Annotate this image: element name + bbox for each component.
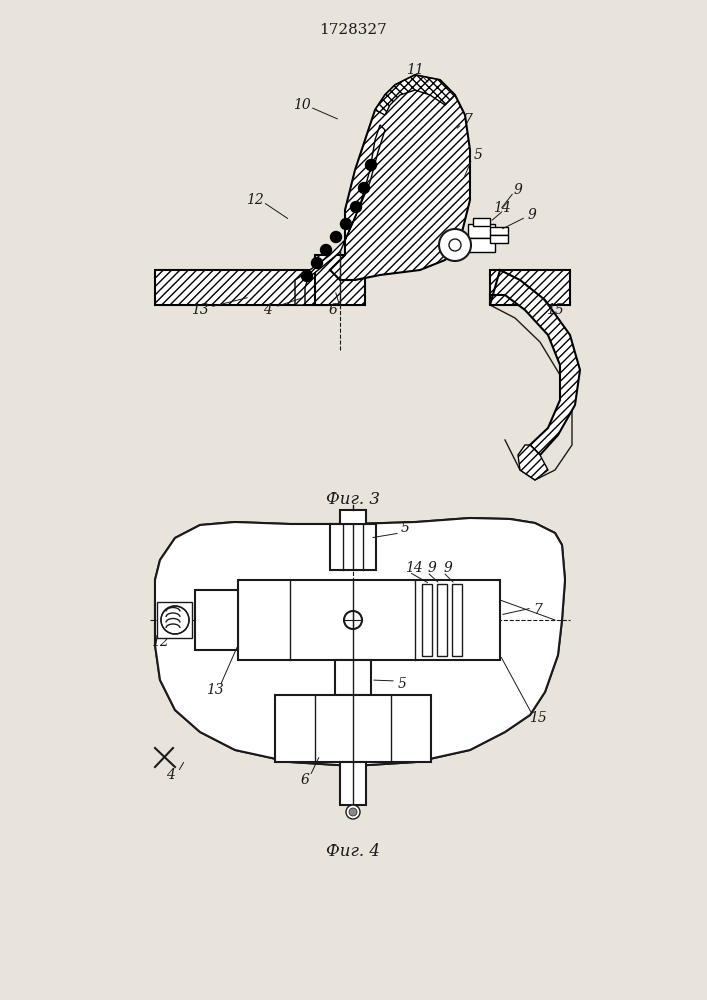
Polygon shape xyxy=(330,524,376,570)
Polygon shape xyxy=(275,695,431,762)
Polygon shape xyxy=(437,584,447,656)
Polygon shape xyxy=(340,762,366,805)
Circle shape xyxy=(346,805,360,819)
Circle shape xyxy=(351,202,361,213)
Text: 6: 6 xyxy=(329,303,337,317)
Text: 6: 6 xyxy=(300,773,310,787)
Polygon shape xyxy=(468,238,495,252)
Polygon shape xyxy=(518,445,548,480)
Polygon shape xyxy=(452,584,462,656)
Polygon shape xyxy=(490,270,580,455)
Text: 5: 5 xyxy=(397,677,407,691)
Polygon shape xyxy=(238,580,500,660)
Text: 13: 13 xyxy=(206,683,224,697)
Polygon shape xyxy=(490,270,570,305)
Polygon shape xyxy=(335,660,371,695)
Polygon shape xyxy=(473,218,490,226)
Circle shape xyxy=(320,244,332,255)
Circle shape xyxy=(439,229,471,261)
Polygon shape xyxy=(340,510,366,524)
Text: 14: 14 xyxy=(405,561,423,575)
Circle shape xyxy=(366,159,377,170)
Text: 14: 14 xyxy=(493,201,511,215)
Polygon shape xyxy=(157,602,192,638)
Text: 11: 11 xyxy=(406,63,424,77)
Text: 9: 9 xyxy=(513,183,522,197)
Polygon shape xyxy=(490,227,508,235)
Polygon shape xyxy=(155,518,565,766)
Text: 9: 9 xyxy=(428,561,436,575)
Circle shape xyxy=(330,232,341,242)
Text: 15: 15 xyxy=(529,711,547,725)
Polygon shape xyxy=(315,255,365,305)
Text: 9: 9 xyxy=(443,561,452,575)
Polygon shape xyxy=(295,125,385,305)
Polygon shape xyxy=(330,75,470,280)
Text: 10: 10 xyxy=(293,98,311,112)
Text: Фиг. 4: Фиг. 4 xyxy=(326,844,380,860)
Circle shape xyxy=(349,808,357,816)
Polygon shape xyxy=(375,75,455,115)
Polygon shape xyxy=(468,224,495,238)
Text: 12: 12 xyxy=(151,635,169,649)
Text: 7: 7 xyxy=(534,603,542,617)
Circle shape xyxy=(301,270,312,282)
Text: 15: 15 xyxy=(546,303,564,317)
Text: 4: 4 xyxy=(165,768,175,782)
Text: 5: 5 xyxy=(474,148,482,162)
Polygon shape xyxy=(195,590,238,650)
Polygon shape xyxy=(155,270,330,305)
Text: 7: 7 xyxy=(464,113,472,127)
Circle shape xyxy=(358,182,370,194)
Polygon shape xyxy=(422,584,432,656)
Circle shape xyxy=(312,257,322,268)
Text: 12: 12 xyxy=(246,193,264,207)
Text: 1728327: 1728327 xyxy=(319,23,387,37)
Polygon shape xyxy=(490,235,508,243)
Circle shape xyxy=(341,219,351,230)
Text: 9: 9 xyxy=(527,208,537,222)
Polygon shape xyxy=(155,518,565,766)
Text: 5: 5 xyxy=(401,521,409,535)
Text: 4: 4 xyxy=(262,303,271,317)
Text: 13: 13 xyxy=(191,303,209,317)
Text: Фиг. 3: Фиг. 3 xyxy=(326,491,380,508)
